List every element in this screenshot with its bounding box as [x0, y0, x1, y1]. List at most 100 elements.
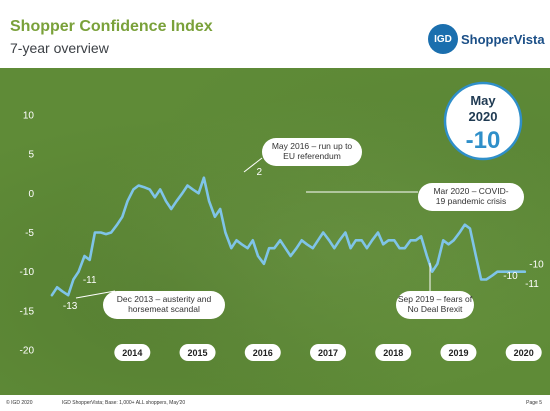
data-point: [94, 231, 96, 234]
data-point: [88, 259, 91, 261]
data-label: 2: [257, 167, 263, 178]
line-chart: 10 5 0 -5 -10 -15 -20 2014 2015 2016 2017 2018 2019 2…: [20, 81, 544, 361]
data-point: [61, 290, 64, 293]
data-point: [110, 231, 112, 234]
year-pill: [375, 344, 412, 361]
data-point: [382, 243, 385, 246]
data-point: [284, 247, 287, 249]
data-point: [409, 239, 412, 242]
shoppervista-logo-text: ShopperVista: [461, 31, 545, 47]
data-point: [404, 247, 406, 249]
header: Shopper Confidence Index 7-year overview…: [0, 0, 550, 68]
data-point: [436, 263, 439, 265]
page-subtitle: 7-year overview: [10, 40, 109, 56]
data-point: [235, 239, 238, 242]
annotation-text: Sep 2019 – fears of: [398, 294, 473, 304]
data-point: [240, 243, 243, 246]
footer-page-number: Page 5: [526, 400, 542, 406]
data-point: [518, 270, 520, 273]
page-title: Shopper Confidence Index: [10, 18, 213, 36]
annotation-bubble: [418, 183, 524, 211]
y-tick-label: -10: [20, 267, 35, 278]
data-point: [355, 239, 357, 242]
data-point: [295, 247, 298, 249]
data-point: [322, 231, 325, 234]
data-point: [170, 208, 172, 210]
data-point: [67, 294, 69, 296]
y-tick-label: -5: [25, 228, 34, 239]
data-point: [469, 227, 471, 230]
footer-copyright: © IGD 2020: [6, 400, 33, 406]
data-point: [289, 255, 292, 257]
data-point: [371, 239, 373, 242]
year-label: 2016: [253, 348, 273, 358]
year-label: 2018: [383, 348, 403, 358]
annotation-bubble: [396, 291, 474, 319]
data-point: [252, 239, 254, 242]
data-point: [393, 239, 396, 242]
y-tick-label: 10: [23, 111, 35, 122]
data-point: [126, 200, 129, 202]
data-point: [387, 239, 390, 242]
data-point: [306, 243, 308, 246]
data-point: [121, 216, 124, 218]
data-point: [464, 223, 466, 226]
data-point: [105, 233, 107, 235]
y-tick-label: 5: [28, 150, 34, 161]
data-point: [116, 223, 118, 226]
data-point: [268, 247, 270, 249]
data-point: [72, 278, 75, 281]
data-point: [214, 216, 216, 218]
data-point: [165, 200, 167, 202]
data-point: [263, 263, 265, 265]
data-point: [507, 270, 510, 273]
data-point: [398, 247, 401, 249]
data-point: [485, 278, 488, 281]
data-point: [360, 239, 363, 242]
data-point: [491, 274, 494, 277]
data-point: [273, 247, 276, 249]
callout-value: -10: [466, 127, 501, 154]
data-point: [480, 278, 482, 281]
annotation-bubble: [103, 291, 225, 319]
data-point: [56, 286, 58, 289]
data-point: [377, 231, 379, 234]
callout-month: May: [470, 93, 496, 108]
data-point: [246, 247, 249, 249]
data-label: -13: [63, 301, 78, 312]
title-part-confidence-index: Confidence Index: [79, 18, 213, 35]
callout-circle: [443, 81, 523, 161]
data-point: [148, 188, 151, 191]
annotation-text: No Deal Brexit: [408, 304, 463, 314]
annotation-text: horsemeat scandal: [128, 304, 200, 314]
data-point: [415, 239, 417, 242]
data-point: [458, 231, 461, 234]
data-point: [137, 184, 140, 187]
data-point: [203, 176, 205, 179]
data-point: [154, 196, 156, 199]
year-label: 2020: [514, 348, 534, 358]
annotation-text: May 2016 – run up to: [272, 141, 353, 151]
data-point: [524, 270, 526, 273]
title-part-shopper: Shopper: [10, 18, 80, 35]
data-label: -10: [529, 259, 544, 270]
data-point: [208, 200, 210, 202]
year-pill: [244, 344, 281, 361]
year-pill: [310, 344, 347, 361]
data-point: [431, 270, 434, 273]
data-point: [349, 247, 352, 249]
data-point: [333, 247, 336, 249]
data-point: [83, 255, 86, 257]
data-point: [51, 294, 53, 296]
data-point: [512, 270, 515, 273]
annotation-text: EU referendum: [283, 151, 341, 161]
data-point: [77, 270, 80, 273]
data-point: [447, 243, 450, 246]
data-point: [312, 247, 314, 249]
year-label: 2019: [448, 348, 468, 358]
series-line: [50, 176, 527, 297]
data-point: [338, 239, 341, 242]
footer-source: IGD ShopperVista; Base: 1,000+ ALL shopp…: [62, 400, 186, 406]
data-point: [366, 247, 368, 249]
annotation-text: 19 pandemic crisis: [436, 196, 506, 206]
